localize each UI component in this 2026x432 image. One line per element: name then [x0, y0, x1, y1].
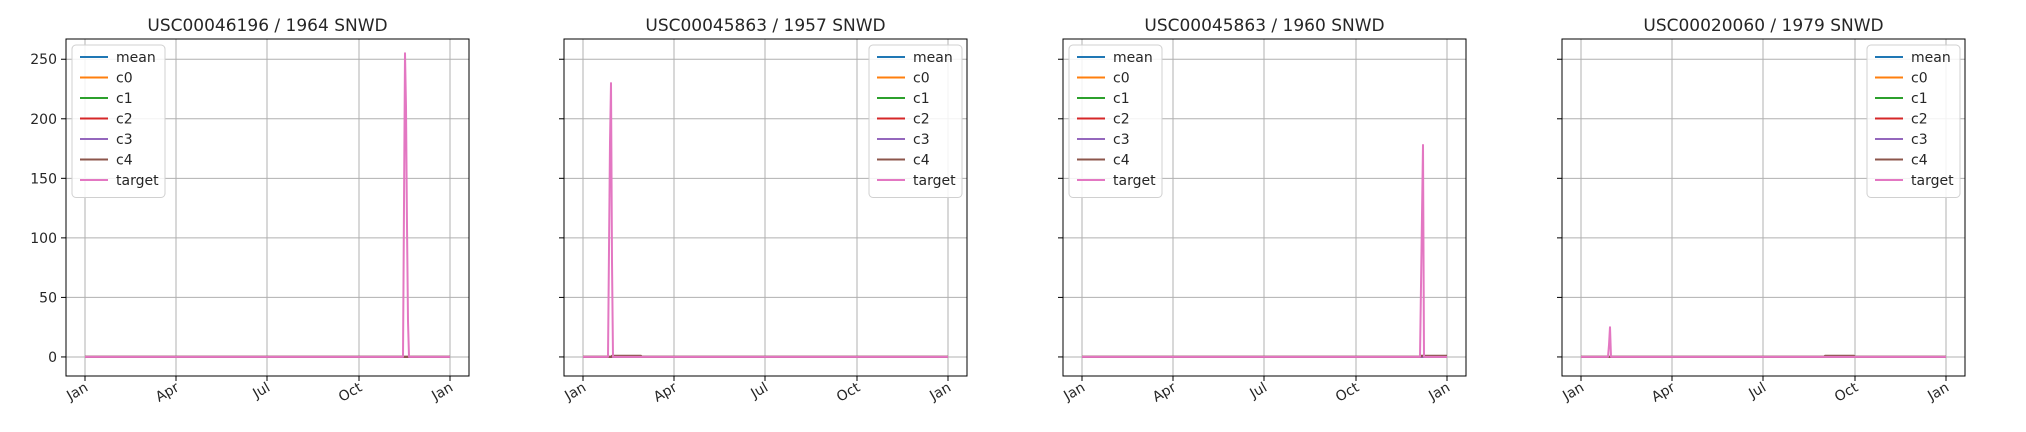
x-tick-label: Jul: [249, 380, 273, 403]
chart-title: USC00020060 / 1979 SNWD: [1643, 16, 1883, 36]
y-tick-label: 100: [30, 231, 57, 247]
legend-label-mean: mean: [913, 50, 953, 66]
legend: mean c0 c1 c2 c3 c4 target: [1866, 44, 1961, 198]
chart-title: USC00045863 / 1957 SNWD: [645, 16, 885, 36]
x-tick-label: Jul: [1745, 380, 1769, 403]
legend-label-target: target: [913, 173, 956, 189]
legend-label-mean: mean: [116, 50, 156, 66]
series-line-target: [1581, 326, 1946, 358]
legend-label-target: target: [1911, 173, 1954, 189]
legend-label-c4: c4: [913, 153, 930, 169]
legend-label-c2: c2: [1113, 112, 1130, 128]
legend-label-c4: c4: [1113, 153, 1130, 169]
y-tick-label: 150: [30, 171, 57, 187]
legend-label-c2: c2: [116, 112, 133, 128]
legend-label-c1: c1: [1113, 91, 1130, 107]
legend-label-c3: c3: [913, 132, 930, 148]
legend-label-c3: c3: [1911, 132, 1928, 148]
legend-label-target: target: [116, 173, 159, 189]
legend-label-c1: c1: [116, 91, 133, 107]
chart-title: USC00045863 / 1960 SNWD: [1144, 16, 1384, 36]
subplot-1: USC00046196 / 1964 SNWD 0 50 100 150 200 250 J…: [30, 16, 470, 406]
series-line-target: [583, 82, 948, 358]
legend-label-c0: c0: [913, 71, 930, 87]
legend-label-c2: c2: [1911, 112, 1928, 128]
legend-label-c0: c0: [1911, 71, 1928, 87]
x-tick-label: Jul: [1246, 380, 1270, 403]
legend-label-c4: c4: [116, 153, 133, 169]
subplot-3: USC00045863 / 1960 SNWD Jan Apr Jul Oct Janm…: [1058, 16, 1467, 406]
legend-label-c0: c0: [116, 71, 133, 87]
series-line-target: [85, 52, 450, 358]
y-tick-label: 50: [39, 290, 57, 306]
legend-label-mean: mean: [1113, 50, 1153, 66]
legend-label-target: target: [1113, 173, 1156, 189]
subplot-2: USC00045863 / 1957 SNWD Jan Apr Jul Oct Janm…: [559, 16, 968, 406]
series-line-target: [1082, 144, 1447, 358]
legend-label-mean: mean: [1911, 50, 1951, 66]
legend-label-c0: c0: [1113, 71, 1130, 87]
y-tick-label: 200: [30, 112, 57, 128]
x-tick-label: Jul: [747, 380, 771, 403]
legend-label-c4: c4: [1911, 153, 1928, 169]
legend-label-c2: c2: [913, 112, 930, 128]
legend-label-c1: c1: [913, 91, 930, 107]
legend: mean c0 c1 c2 c3 c4 target: [1068, 44, 1163, 198]
y-tick-label: 0: [48, 350, 57, 366]
legend-label-c1: c1: [1911, 91, 1928, 107]
subplot-4: USC00020060 / 1979 SNWD Jan Apr Jul Oct Janm…: [1557, 16, 1966, 406]
legend: mean c0 c1 c2 c3 c4 target: [868, 44, 963, 198]
legend-label-c3: c3: [1113, 132, 1130, 148]
chart-title: USC00046196 / 1964 SNWD: [147, 16, 387, 36]
legend: mean c0 c1 c2 c3 c4 target: [71, 44, 166, 198]
legend-label-c3: c3: [116, 132, 133, 148]
y-tick-label: 250: [30, 52, 57, 68]
